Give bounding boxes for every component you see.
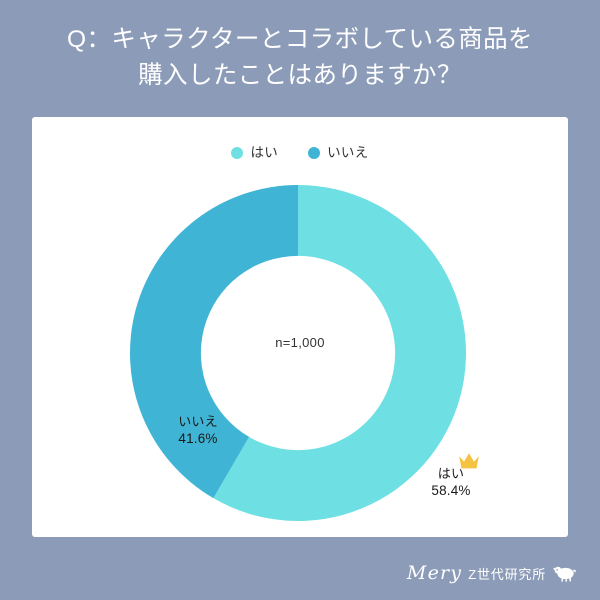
donut-chart-svg <box>130 185 466 521</box>
page-title-line-2: 購入したことはありますか？ <box>138 62 462 89</box>
legend-item-hai[interactable]: はい <box>231 146 278 160</box>
slice-label-iie-name: いいえ <box>178 414 218 429</box>
crown-icon <box>459 453 479 469</box>
brand-subtitle: Z世代研究所 <box>468 566 546 582</box>
brand-name: Mery <box>406 562 463 584</box>
legend-dot-hai <box>231 146 244 159</box>
legend-label-iie: いいえ <box>327 145 369 160</box>
slice-label-iie: いいえ 41.6% <box>162 413 234 447</box>
donut-slice-はい[interactable] <box>213 185 466 521</box>
slice-label-hai-pct: 58.4% <box>431 483 471 498</box>
slice-label-iie-pct: 41.6% <box>178 431 218 446</box>
chart-legend: はい いいえ <box>32 146 568 160</box>
donut-slice-いいえ[interactable] <box>130 185 298 499</box>
slice-label-hai-name: はい <box>437 466 465 481</box>
sheep-icon <box>553 566 576 582</box>
sample-size-label: n=1,000 <box>275 335 325 350</box>
page-title-line-1: Q：キャラクターとコラボしている商品を <box>67 26 533 53</box>
legend-label-hai: はい <box>250 145 279 160</box>
footer-brand: Mery Z世代研究所 <box>407 562 578 584</box>
legend-item-iie[interactable]: いいえ <box>308 146 368 160</box>
slice-label-hai: はい 58.4% <box>415 465 487 499</box>
page-title: Q：キャラクターとコラボしている商品を 購入したことはありますか？ <box>0 22 600 94</box>
legend-dot-iie <box>308 146 321 159</box>
donut-chart <box>130 185 466 521</box>
chart-card: はい いいえ いいえ 41.6% はい 58.4% n=1 <box>32 117 568 537</box>
